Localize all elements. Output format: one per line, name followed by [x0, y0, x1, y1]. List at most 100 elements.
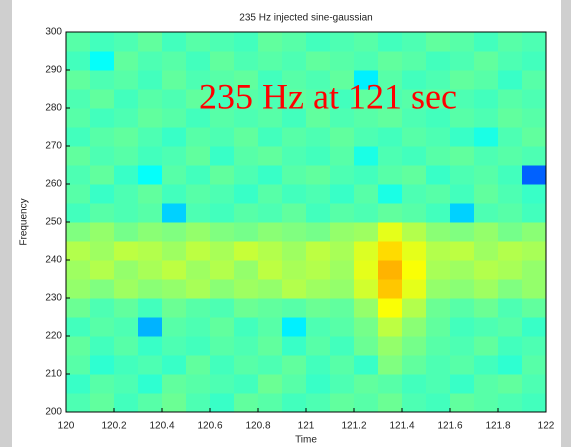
heat-cell	[66, 70, 91, 90]
heat-cell	[474, 184, 499, 204]
heat-cell	[138, 317, 163, 337]
heat-cell	[186, 241, 211, 261]
heat-cell	[474, 51, 499, 71]
heat-cell	[522, 108, 547, 128]
heat-cell	[66, 203, 91, 223]
y-tick-label: 200	[45, 407, 62, 418]
x-tick-label: 121	[298, 421, 315, 432]
heat-cell	[210, 298, 235, 318]
y-tick-label: 210	[45, 369, 62, 380]
heat-cell	[282, 336, 307, 356]
heat-cell	[186, 203, 211, 223]
heat-cell	[354, 108, 379, 128]
heat-cell	[450, 32, 475, 52]
heat-cell	[330, 51, 355, 71]
heat-cell	[474, 336, 499, 356]
heat-cell	[234, 184, 259, 204]
heat-cell	[498, 146, 523, 166]
heat-cell	[426, 127, 451, 147]
heat-cell	[234, 89, 259, 109]
heat-cell	[186, 127, 211, 147]
heat-cell	[402, 165, 427, 185]
y-axis-label: Frequency	[19, 198, 30, 245]
y-tick-label: 250	[45, 217, 62, 228]
heat-cell	[378, 279, 403, 299]
heat-cell	[378, 298, 403, 318]
heat-cell	[402, 336, 427, 356]
annotation: 235 Hz at 121 sec	[199, 76, 457, 116]
heat-cell	[114, 298, 139, 318]
heat-cell	[522, 203, 547, 223]
heat-cell	[282, 279, 307, 299]
heat-cell	[474, 279, 499, 299]
heat-cell	[138, 241, 163, 261]
heat-cell	[90, 165, 115, 185]
heat-cell	[258, 32, 283, 52]
heat-cell	[522, 279, 547, 299]
heat-cell	[330, 127, 355, 147]
heat-cell	[330, 298, 355, 318]
heat-cell	[474, 165, 499, 185]
heat-cell	[90, 184, 115, 204]
heat-cell	[114, 184, 139, 204]
heat-cell	[354, 355, 379, 375]
heat-cell	[450, 241, 475, 261]
heat-cell	[258, 51, 283, 71]
heat-cell	[474, 241, 499, 261]
heat-cell	[498, 393, 523, 413]
heat-cell	[354, 222, 379, 242]
heat-cell	[162, 374, 187, 394]
heat-cell	[282, 298, 307, 318]
heat-cell	[114, 32, 139, 52]
heat-cell	[258, 374, 283, 394]
heat-cell	[354, 165, 379, 185]
heat-cell	[186, 260, 211, 280]
y-tick-label: 290	[45, 65, 62, 76]
heat-cell	[474, 393, 499, 413]
x-tick-label: 120.8	[245, 421, 270, 432]
heat-cell	[90, 279, 115, 299]
heat-cell	[234, 51, 259, 71]
heat-cell	[522, 89, 547, 109]
heat-cell	[450, 298, 475, 318]
heat-cell	[426, 317, 451, 337]
heat-cell	[474, 355, 499, 375]
heat-cell	[138, 32, 163, 52]
heat-cell	[330, 241, 355, 261]
heat-cell	[282, 108, 307, 128]
heat-cell	[66, 108, 91, 128]
heat-cell	[474, 70, 499, 90]
heat-cell	[234, 241, 259, 261]
heat-cell	[426, 203, 451, 223]
heat-cell	[282, 393, 307, 413]
heat-cell	[186, 355, 211, 375]
heat-cell	[210, 70, 235, 90]
heat-cell	[402, 70, 427, 90]
heat-cell	[306, 184, 331, 204]
heat-cell	[162, 70, 187, 90]
heat-cell	[354, 127, 379, 147]
heat-cell	[354, 203, 379, 223]
heat-cell	[258, 108, 283, 128]
x-tick-label: 120.2	[101, 421, 126, 432]
heat-cell	[498, 108, 523, 128]
heat-cell	[426, 165, 451, 185]
heat-cell	[330, 32, 355, 52]
heat-cell	[378, 336, 403, 356]
heat-cell	[282, 70, 307, 90]
heat-cell	[282, 317, 307, 337]
heat-cell	[234, 355, 259, 375]
heat-cell	[474, 298, 499, 318]
heat-cell	[66, 89, 91, 109]
x-tick-label: 120.6	[197, 421, 222, 432]
heat-cell	[234, 127, 259, 147]
heat-cell	[114, 203, 139, 223]
heat-cell	[330, 222, 355, 242]
heat-cell	[186, 222, 211, 242]
heat-cell	[162, 336, 187, 356]
heat-cell	[378, 393, 403, 413]
heat-cell	[66, 146, 91, 166]
x-tick-label: 121.2	[341, 421, 366, 432]
heat-cell	[426, 146, 451, 166]
heat-cell	[450, 222, 475, 242]
